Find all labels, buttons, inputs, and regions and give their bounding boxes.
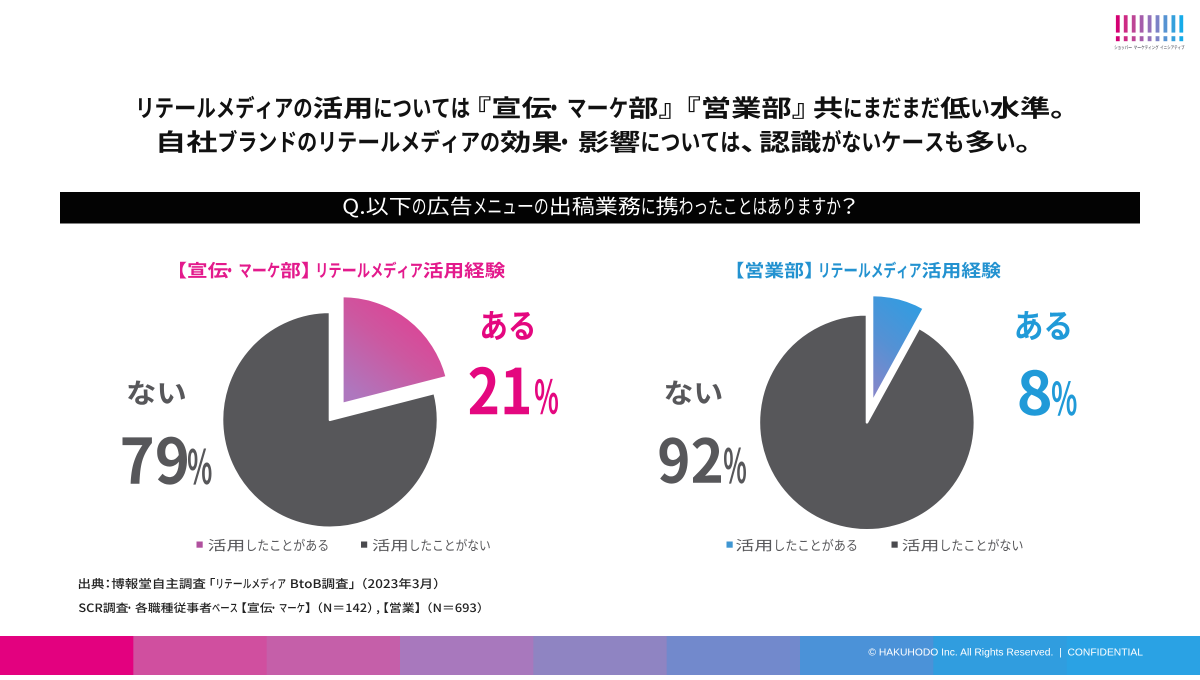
svg-text:© HAKUHODO Inc. All Rights Res: © HAKUHODO Inc. All Rights Reserved. | C… <box>868 648 1143 659</box>
